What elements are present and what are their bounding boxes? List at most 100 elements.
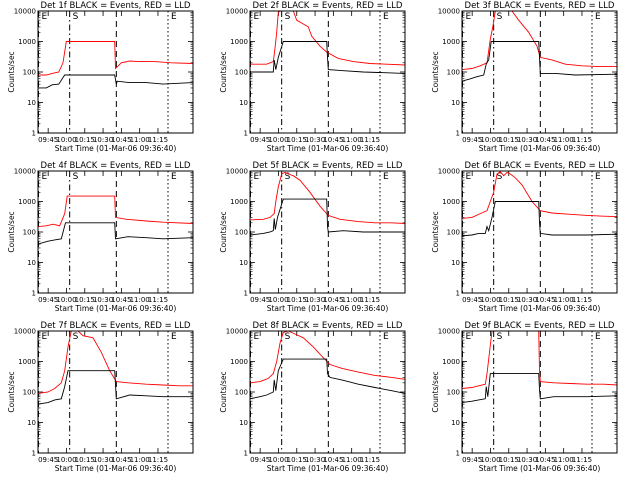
chart-5-x-tick-label: 10:15 <box>287 296 307 304</box>
chart-4-y-label: Counts/sec <box>7 211 16 252</box>
chart-1-x-tick-label: 10:15 <box>75 136 95 144</box>
chart-9-marker-label: S <box>497 332 503 342</box>
chart-3: Det 3f BLACK = Events, RED = LLD 1 10 100 10… <box>431 1 618 153</box>
chart-2-marker-label: S <box>285 12 291 22</box>
chart-7: Det 7f BLACK = Events, RED = LLD 1 10 100 10… <box>7 321 194 473</box>
chart-8-x-tick-label: 10:15 <box>287 456 307 464</box>
chart-1-y-tick-label: 1 <box>32 130 36 138</box>
chart-3-marker-label: S <box>497 12 503 22</box>
chart-9-x-label: Start Time (01-Mar-06 09:36:40) <box>479 464 601 473</box>
chart-8-y-tick-label: 1000 <box>230 358 248 366</box>
chart-3-y-label: Counts/sec <box>431 51 440 92</box>
chart-6-x-tick-label: 10:15 <box>499 296 519 304</box>
chart-6: Det 6f BLACK = Events, RED = LLD 1 10 100 10… <box>431 161 618 313</box>
chart-3-frame <box>461 10 618 134</box>
chart-5-x-tick-label: 10:00 <box>268 296 288 304</box>
chart-9-y-tick-label: 100 <box>447 389 460 397</box>
chart-7-y-tick-label: 100 <box>23 389 36 397</box>
chart-1-x-tick-label: 10:00 <box>56 136 76 144</box>
chart-2-y-tick-label: 10000 <box>226 8 248 16</box>
chart-8-y-tick-label: 100 <box>235 389 248 397</box>
chart-8-x-tick-label: 11:00 <box>342 456 362 464</box>
chart-8-title: Det 8f BLACK = Events, RED = LLD <box>253 321 403 331</box>
chart-7-x-tick-label: 11:15 <box>148 456 168 464</box>
chart-8-y-label: Counts/sec <box>219 371 228 412</box>
chart-7-x-tick-label: 10:45 <box>111 456 131 464</box>
chart-5-x-tick-label: 10:45 <box>323 296 343 304</box>
chart-5-y-tick-label: 10000 <box>226 168 248 176</box>
chart-7-x-label: Start Time (01-Mar-06 09:36:40) <box>55 464 177 473</box>
chart-1-x-label: Start Time (01-Mar-06 09:36:40) <box>55 144 177 153</box>
chart-2-x-tick-label: 10:15 <box>287 136 307 144</box>
chart-2-y-tick-label: 100 <box>235 69 248 77</box>
chart-3-x-tick-label: 09:45 <box>462 136 482 144</box>
chart-8-x-tick-label: 09:45 <box>250 456 270 464</box>
chart-5-y-tick-label: 100 <box>235 229 248 237</box>
chart-8-x-tick-label: 10:30 <box>305 456 325 464</box>
chart-6-marker-label: E <box>466 172 472 182</box>
chart-8: Det 8f BLACK = Events, RED = LLD 1 10 100 10… <box>219 321 406 473</box>
chart-4-marker-label: E <box>171 172 177 182</box>
chart-4-y-tick-label: 1000 <box>18 198 36 206</box>
chart-6-series-black <box>462 201 617 237</box>
chart-9-x-tick-label: 10:45 <box>535 456 555 464</box>
chart-3-y-tick-label: 10 <box>451 99 460 107</box>
chart-5-x-tick-label: 11:15 <box>360 296 380 304</box>
chart-9-marker-label: E <box>595 332 601 342</box>
chart-8-series-red <box>250 331 405 384</box>
chart-1-marker-label: S <box>73 12 79 22</box>
chart-4-x-tick-label: 10:45 <box>111 296 131 304</box>
chart-9: Det 9f BLACK = Events, RED = LLD 1 10 100 10… <box>431 321 618 473</box>
chart-4-y-tick-label: 10 <box>27 259 36 267</box>
chart-2-x-tick-label: 10:45 <box>323 136 343 144</box>
chart-6-x-tick-label: 11:15 <box>572 296 592 304</box>
chart-9-title: Det 9f BLACK = Events, RED = LLD <box>465 321 615 331</box>
chart-8-y-tick-label: 10000 <box>226 328 248 336</box>
chart-5-y-tick-label: 1000 <box>230 198 248 206</box>
chart-3-x-tick-label: 10:30 <box>517 136 537 144</box>
chart-1-x-tick-label: 10:30 <box>93 136 113 144</box>
chart-9-y-tick-label: 1 <box>456 450 460 458</box>
chart-5-title: Det 5f BLACK = Events, RED = LLD <box>253 161 403 171</box>
chart-1-y-tick-label: 100 <box>23 69 36 77</box>
chart-3-y-tick-label: 1000 <box>442 38 460 46</box>
chart-1-x-tick-label: 11:00 <box>130 136 150 144</box>
chart-9-y-tick-label: 10000 <box>438 328 460 336</box>
chart-6-x-tick-label: 10:00 <box>480 296 500 304</box>
chart-7-title: Det 7f BLACK = Events, RED = LLD <box>41 321 191 331</box>
chart-9-x-tick-label: 11:00 <box>554 456 574 464</box>
chart-6-x-tick-label: 10:30 <box>517 296 537 304</box>
chart-7-marker-label: S <box>73 332 79 342</box>
chart-1: Det 1f BLACK = Events, RED = LLD 1 10 100 10… <box>7 1 194 153</box>
chart-6-y-tick-label: 100 <box>447 229 460 237</box>
chart-2-x-tick-label: 09:45 <box>250 136 270 144</box>
chart-6-y-tick-label: 1 <box>456 290 460 298</box>
chart-9-frame <box>461 330 618 454</box>
chart-6-title: Det 6f BLACK = Events, RED = LLD <box>465 161 615 171</box>
chart-4-y-tick-label: 100 <box>23 229 36 237</box>
chart-6-y-label: Counts/sec <box>431 211 440 252</box>
chart-7-x-tick-label: 10:00 <box>56 456 76 464</box>
chart-5-x-label: Start Time (01-Mar-06 09:36:40) <box>267 304 389 313</box>
chart-6-marker-label: E <box>595 172 601 182</box>
chart-8-x-tick-label: 10:00 <box>268 456 288 464</box>
chart-7-y-tick-label: 1 <box>32 450 36 458</box>
chart-9-x-tick-label: 11:15 <box>572 456 592 464</box>
chart-1-y-label: Counts/sec <box>7 51 16 92</box>
chart-6-x-label: Start Time (01-Mar-06 09:36:40) <box>479 304 601 313</box>
chart-4-frame <box>37 170 194 294</box>
chart-7-y-label: Counts/sec <box>7 371 16 412</box>
chart-1-x-tick-label: 11:15 <box>148 136 168 144</box>
chart-1-marker-label: E <box>42 12 48 22</box>
chart-9-y-label: Counts/sec <box>431 371 440 412</box>
chart-5-x-tick-label: 09:45 <box>250 296 270 304</box>
chart-1-y-tick-label: 10 <box>27 99 36 107</box>
chart-2: Det 2f BLACK = Events, RED = LLD 1 10 100 10… <box>219 1 406 153</box>
chart-4-x-tick-label: 10:30 <box>93 296 113 304</box>
chart-2-x-label: Start Time (01-Mar-06 09:36:40) <box>267 144 389 153</box>
chart-4: Det 4f BLACK = Events, RED = LLD 1 10 100 10… <box>7 161 194 313</box>
chart-1-marker-label: E <box>171 12 177 22</box>
chart-4-marker-label: E <box>42 172 48 182</box>
chart-9-y-tick-label: 10 <box>451 419 460 427</box>
